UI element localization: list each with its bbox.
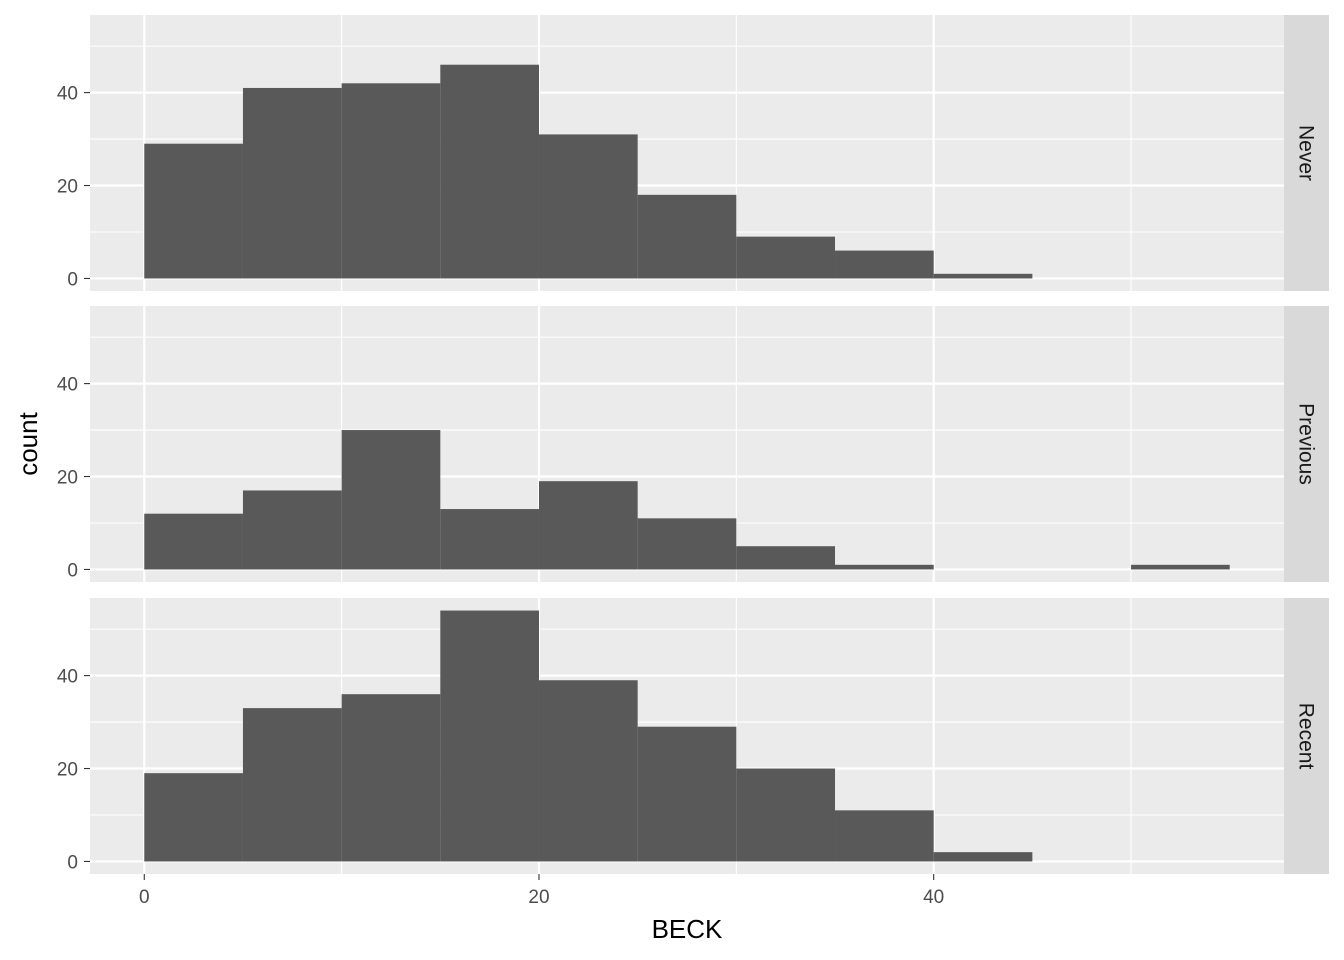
y-tick-label: 20 <box>57 177 78 198</box>
histogram-bar-never-15 <box>440 64 539 279</box>
x-tick-label: 20 <box>528 887 549 908</box>
facet-panel-never: 0 20 40 Never <box>57 15 1329 291</box>
y-axis-title: count <box>13 411 43 475</box>
histogram-bar-previous-30 <box>736 546 836 570</box>
histogram-bar-never-5 <box>242 87 342 279</box>
histogram-bar-never-40 <box>933 273 1033 279</box>
histogram-bar-recent-5 <box>242 708 342 862</box>
histogram-bar-never-35 <box>835 250 934 279</box>
x-axis: 0 20 40 <box>139 874 944 908</box>
histogram-bar-previous-25 <box>637 518 737 570</box>
x-tick-label: 40 <box>923 887 944 908</box>
histogram-bar-recent-20 <box>538 680 638 862</box>
facet-panel-previous: 0 20 40 Previous <box>57 306 1329 582</box>
histogram-bar-previous-35 <box>835 564 934 570</box>
facet-strip-label: Recent <box>1295 703 1318 770</box>
y-tick-label: 0 <box>67 269 78 290</box>
facet-strip-label: Previous <box>1295 403 1318 485</box>
histogram-bar-previous-50 <box>1131 564 1230 570</box>
histogram-bar-recent-40 <box>933 852 1033 862</box>
histogram-bar-previous-5 <box>242 490 342 570</box>
y-tick-label: 0 <box>67 852 78 873</box>
histogram-bar-recent-10 <box>341 694 441 862</box>
histogram-bar-recent-15 <box>440 610 539 862</box>
y-tick-label: 0 <box>67 560 78 581</box>
facet-strip-label: Never <box>1295 125 1318 181</box>
facet-strip <box>1284 598 1329 874</box>
y-tick-label: 40 <box>57 84 78 105</box>
histogram-bar-recent-0 <box>144 773 243 862</box>
histogram-bar-never-20 <box>538 134 638 279</box>
facet-strip <box>1284 306 1329 582</box>
x-axis-title: BECK <box>652 914 723 944</box>
histogram-bar-recent-25 <box>637 726 737 862</box>
y-tick-label: 20 <box>57 468 78 489</box>
histogram-bar-recent-35 <box>835 810 934 862</box>
y-tick-label: 20 <box>57 760 78 781</box>
histogram-bar-previous-10 <box>341 430 441 570</box>
y-tick-label: 40 <box>57 375 78 396</box>
histogram-bar-never-10 <box>341 83 441 279</box>
histogram-bar-never-0 <box>144 143 243 279</box>
histogram-bar-previous-15 <box>440 509 539 570</box>
histogram-bar-previous-20 <box>538 481 638 570</box>
histogram-bar-never-25 <box>637 194 737 279</box>
histogram-bar-recent-30 <box>736 768 836 862</box>
facet-strip <box>1284 15 1329 291</box>
y-tick-label: 40 <box>57 667 78 688</box>
x-tick-label: 0 <box>139 887 150 908</box>
histogram-bar-never-30 <box>736 236 836 279</box>
facet-panel-recent: 0 20 40 Recent <box>57 598 1329 874</box>
histogram-bar-previous-0 <box>144 513 243 570</box>
panels-layer: 0 20 40 Never 0 20 40 Previous 0 20 40 Recent <box>57 15 1329 874</box>
